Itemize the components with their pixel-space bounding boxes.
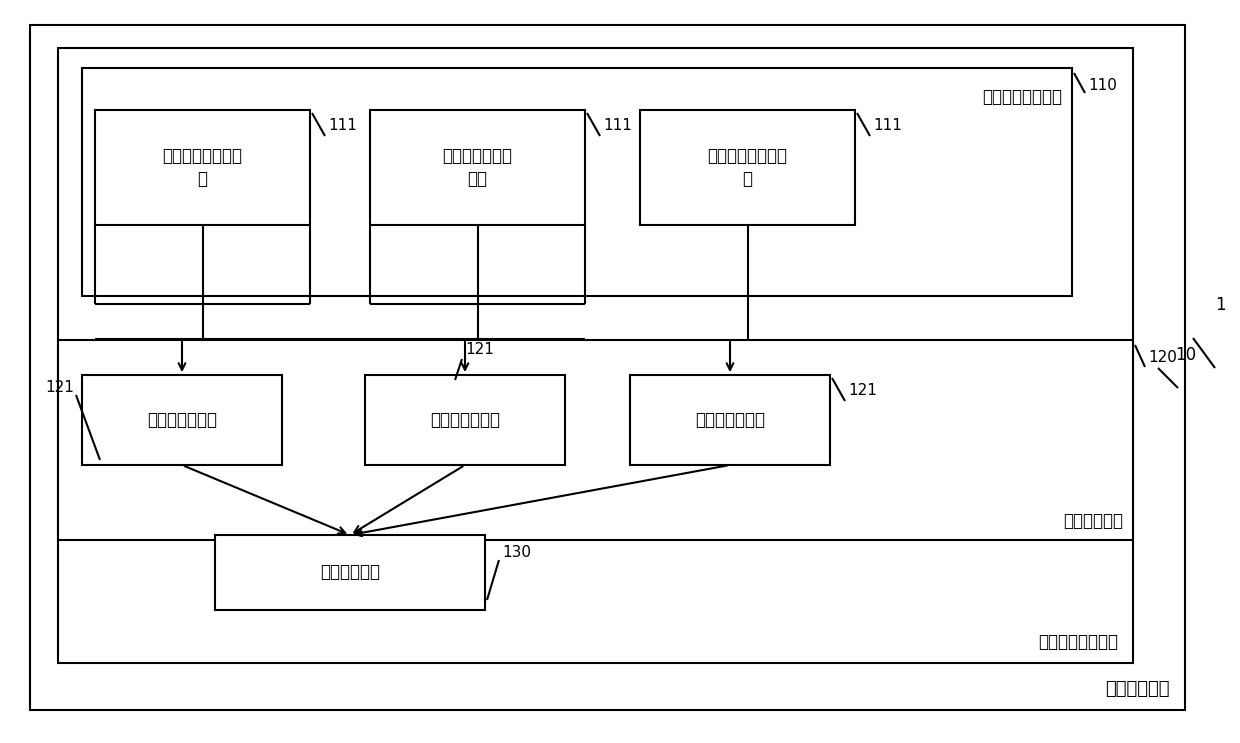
Bar — [370, 110, 585, 225]
Bar — [630, 375, 830, 465]
Text: 121: 121 — [848, 383, 877, 398]
Text: 121: 121 — [465, 342, 494, 357]
Text: 10: 10 — [1176, 346, 1197, 364]
Bar — [58, 340, 1133, 540]
Text: 逻辑控制单元: 逻辑控制单元 — [1063, 512, 1123, 530]
Text: 输入信号采集子单
元: 输入信号采集子单 元 — [708, 147, 787, 187]
Text: 130: 130 — [502, 545, 531, 560]
Text: 111: 111 — [329, 118, 357, 133]
Text: 道岔控制系统: 道岔控制系统 — [1106, 680, 1171, 698]
Text: 输入信号采集子
单元: 输入信号采集子 单元 — [443, 147, 512, 187]
Text: 输出信号单元: 输出信号单元 — [320, 563, 379, 582]
Text: 逻辑控制子单元: 逻辑控制子单元 — [694, 411, 765, 429]
Bar — [95, 110, 310, 225]
Text: 逻辑控制子单元: 逻辑控制子单元 — [148, 411, 217, 429]
Bar — [82, 375, 281, 465]
Bar — [82, 68, 1073, 296]
Text: 输入信号采集单元: 输入信号采集单元 — [982, 88, 1061, 106]
Text: 道岔逻辑控制模块: 道岔逻辑控制模块 — [1038, 633, 1118, 651]
Bar — [58, 48, 1133, 663]
Text: 111: 111 — [873, 118, 901, 133]
Bar — [215, 535, 485, 610]
Text: 逻辑控制子单元: 逻辑控制子单元 — [430, 411, 500, 429]
Text: 120: 120 — [1148, 350, 1177, 365]
Text: 110: 110 — [1087, 78, 1117, 93]
Bar — [365, 375, 565, 465]
Bar — [640, 110, 856, 225]
Text: 121: 121 — [45, 380, 74, 395]
Text: 1: 1 — [1215, 296, 1225, 314]
Text: 输入信号采集子单
元: 输入信号采集子单 元 — [162, 147, 243, 187]
Text: 111: 111 — [603, 118, 632, 133]
